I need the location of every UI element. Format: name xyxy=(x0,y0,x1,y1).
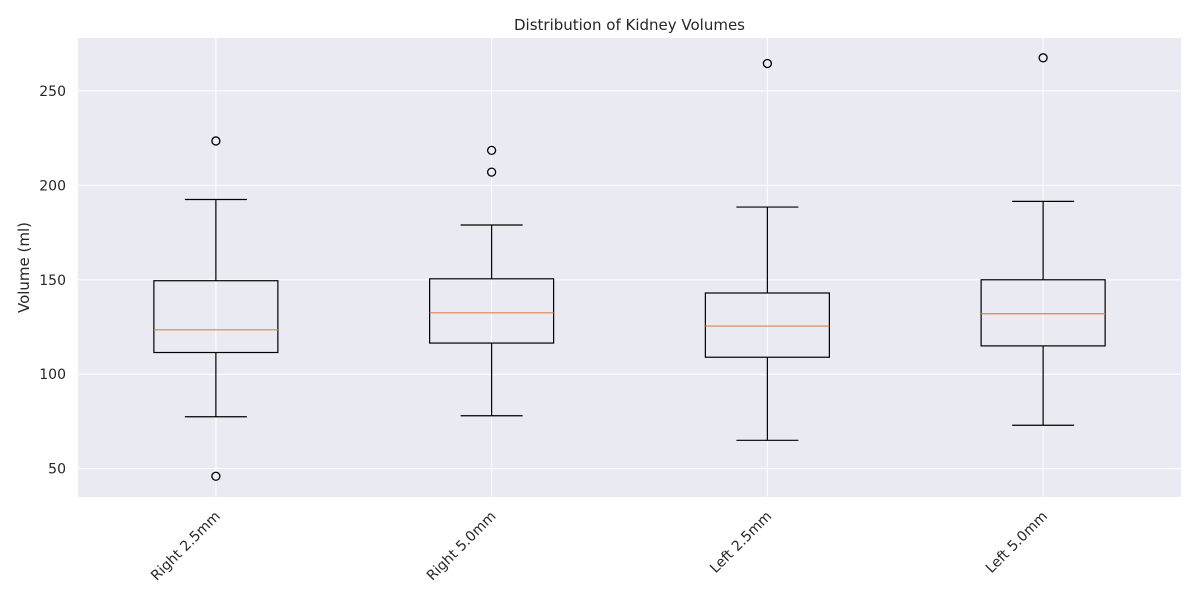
box-group xyxy=(429,145,555,417)
box-group xyxy=(980,53,1106,426)
box-iqr xyxy=(980,279,1106,347)
x-tick-label: Right 5.0mm xyxy=(424,509,500,585)
box-iqr xyxy=(704,292,830,358)
x-tick-label: Left 5.0mm xyxy=(983,509,1051,577)
outlier-point xyxy=(486,167,497,177)
x-tick-label: Left 2.5mm xyxy=(707,509,775,577)
outlier-point xyxy=(762,58,773,69)
y-tick-label: 50 xyxy=(48,462,66,478)
y-tick-label: 200 xyxy=(39,178,66,194)
chart-title: Distribution of Kidney Volumes xyxy=(514,16,745,34)
plot-area xyxy=(78,38,1181,497)
box-iqr xyxy=(429,278,555,344)
y-tick-label: 100 xyxy=(39,367,66,383)
box-group xyxy=(153,136,279,481)
outlier-point xyxy=(1038,53,1048,63)
outlier-point xyxy=(211,471,221,481)
x-tick-label: Right 2.5mm xyxy=(148,509,224,585)
outlier-point xyxy=(486,145,497,156)
outlier-point xyxy=(211,136,221,146)
box-iqr xyxy=(153,280,279,354)
y-tick-label: 250 xyxy=(39,84,66,100)
boxes-layer xyxy=(153,53,1106,481)
y-tick-label: 150 xyxy=(39,273,66,289)
y-axis-label: Volume (ml) xyxy=(15,222,33,313)
box-group xyxy=(704,58,830,441)
